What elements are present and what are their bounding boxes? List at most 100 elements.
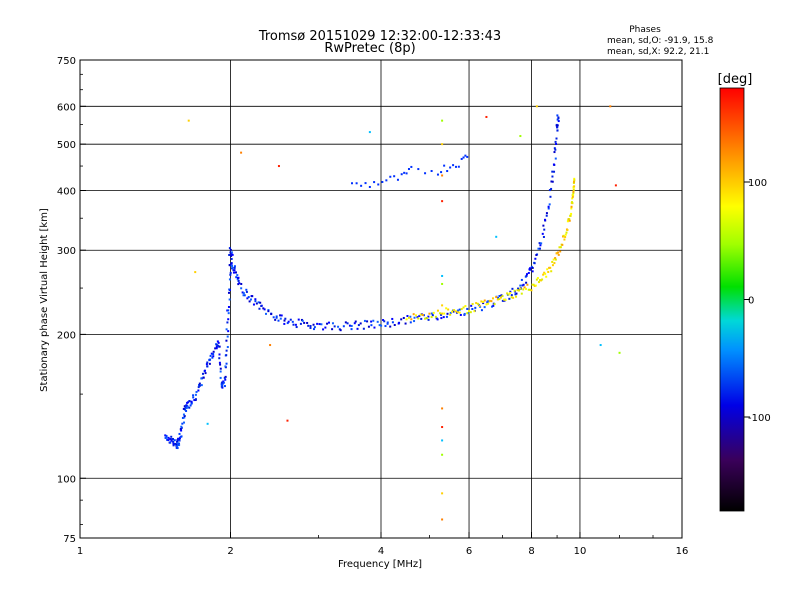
- x-axis-ticks: 1 2 4 6 8 10 16: [77, 532, 689, 557]
- o-trace-point: [225, 328, 228, 331]
- o-trace-point: [283, 322, 286, 325]
- o-trace-point: [449, 311, 452, 314]
- o-trace-point: [326, 322, 329, 325]
- o-trace-point: [551, 175, 554, 178]
- o-trace-point: [542, 235, 545, 238]
- o-trace-point: [212, 355, 215, 358]
- sparse-point: [286, 419, 289, 422]
- x-trace-point: [563, 238, 566, 241]
- x-trace-point: [426, 316, 429, 319]
- o-trace-point: [292, 323, 295, 326]
- o-trace-point: [179, 428, 182, 431]
- o-trace-point: [348, 324, 351, 327]
- o-trace-point: [346, 322, 349, 325]
- sparse-point: [441, 119, 444, 122]
- x-trace-point: [539, 279, 542, 282]
- o-trace-point: [226, 335, 229, 338]
- x-trace-point: [488, 299, 491, 302]
- f-layer-point: [360, 184, 363, 187]
- x-trace-point: [501, 295, 504, 298]
- o-trace-point: [177, 439, 180, 442]
- x-trace-point: [572, 186, 575, 189]
- o-trace-point: [208, 362, 211, 365]
- x-trace-point: [503, 298, 506, 301]
- x-trace-point: [531, 283, 534, 286]
- o-trace-point: [535, 253, 538, 256]
- colorbar-tick-label: 0: [748, 296, 754, 307]
- o-trace-point: [254, 300, 257, 303]
- stats-o-line: mean, sd,O: -91.9, 15.8: [607, 36, 714, 46]
- x-trace-point: [564, 236, 567, 239]
- o-trace-point: [232, 271, 235, 274]
- x-tick-label: 6: [466, 546, 472, 557]
- o-trace-point: [491, 305, 494, 308]
- f-layer-point: [430, 169, 433, 172]
- x-trace-point: [519, 287, 522, 290]
- o-trace-point: [440, 317, 443, 320]
- o-trace-point: [237, 279, 240, 282]
- f-layer-point: [389, 175, 392, 178]
- sparse-point: [441, 143, 444, 146]
- o-trace-point: [176, 440, 179, 443]
- o-trace-point: [242, 292, 245, 295]
- o-trace-point: [275, 316, 278, 319]
- f-layer-point: [410, 165, 413, 168]
- o-trace-point: [551, 170, 554, 173]
- o-trace-point: [180, 426, 183, 429]
- x-trace-point: [558, 246, 561, 249]
- x-trace-point: [571, 195, 574, 198]
- o-trace-point: [416, 316, 419, 319]
- o-trace-point: [227, 318, 230, 321]
- o-trace-point: [233, 266, 236, 269]
- o-trace-point: [498, 294, 501, 297]
- x-trace-point: [464, 305, 467, 308]
- o-trace-point: [233, 265, 236, 268]
- o-trace-point: [267, 310, 270, 313]
- o-trace-point: [524, 275, 527, 278]
- o-trace-point: [221, 384, 224, 387]
- o-trace-point: [171, 438, 174, 441]
- o-trace-point: [172, 442, 175, 445]
- o-trace-point: [215, 343, 218, 346]
- o-trace-point: [479, 305, 482, 308]
- o-trace-point: [529, 267, 532, 270]
- x-trace-point: [478, 304, 481, 307]
- o-trace-point: [517, 287, 520, 290]
- o-trace-point: [556, 126, 559, 129]
- o-trace-point: [427, 315, 430, 318]
- x-trace-point: [499, 296, 502, 299]
- x-tick-label: 16: [676, 546, 689, 557]
- x-trace-point: [545, 275, 548, 278]
- x-trace-point: [453, 309, 456, 312]
- o-trace-point: [202, 376, 205, 379]
- sparse-point: [441, 426, 444, 429]
- o-trace-point: [189, 404, 192, 407]
- o-trace-point: [409, 315, 412, 318]
- o-trace-point: [180, 425, 183, 428]
- data-points: [164, 105, 621, 521]
- o-trace-point: [307, 324, 310, 327]
- x-trace-point: [520, 292, 523, 295]
- o-trace-point: [457, 309, 460, 312]
- f-layer-point: [457, 165, 460, 168]
- o-trace-point: [533, 262, 536, 265]
- o-trace-point: [242, 294, 245, 297]
- o-trace-point: [312, 328, 315, 331]
- o-trace-point: [206, 361, 209, 364]
- x-trace-point: [526, 283, 529, 286]
- o-trace-point: [548, 203, 551, 206]
- o-trace-point: [225, 362, 228, 365]
- o-trace-point: [236, 274, 239, 277]
- o-trace-point: [186, 405, 189, 408]
- o-trace-point: [248, 300, 251, 303]
- x-trace-point: [532, 283, 535, 286]
- x-trace-point: [534, 284, 537, 287]
- stats-x-line: mean, sd,X: 92.2, 21.1: [607, 47, 709, 57]
- sparse-point: [441, 174, 444, 177]
- o-trace-point: [236, 276, 239, 279]
- o-trace-point: [511, 287, 514, 290]
- x-trace-point: [564, 233, 567, 236]
- o-trace-point: [180, 429, 183, 432]
- x-trace-point: [523, 286, 526, 289]
